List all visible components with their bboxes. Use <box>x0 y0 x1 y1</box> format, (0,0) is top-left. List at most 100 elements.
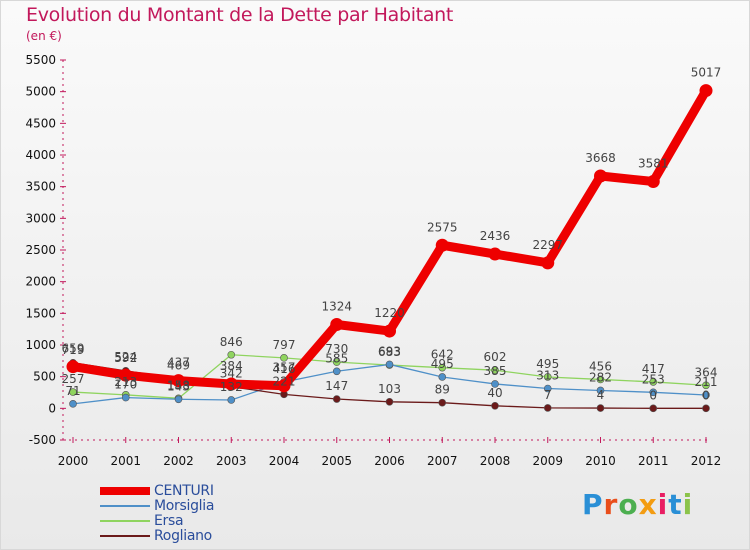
logo-letter: x <box>638 488 658 521</box>
legend-item-ersa: Ersa <box>100 513 214 529</box>
legend-swatch-ersa <box>100 520 150 522</box>
data-label-centuri: 3668 <box>585 151 616 165</box>
data-point-ersa <box>649 378 658 386</box>
data-point-rogliano <box>596 404 605 412</box>
data-label-ersa: 797 <box>273 338 296 352</box>
data-label-ersa: 730 <box>325 342 348 356</box>
data-point-ersa <box>69 388 77 396</box>
data-point-ersa <box>438 363 447 372</box>
data-point-morsiglia <box>69 400 77 408</box>
data-label-morsiglia: 693 <box>378 344 401 358</box>
data-label-ersa: 642 <box>431 348 454 362</box>
data-label-morsiglia: 211 <box>695 375 718 389</box>
y-tick-label: 1500 <box>25 306 56 320</box>
data-point-centuri <box>224 377 238 391</box>
x-tick-label: 2008 <box>480 454 511 468</box>
data-label-rogliano: 342 <box>220 367 243 381</box>
legend-item-centuri: CENTURI <box>100 483 214 499</box>
chart-subtitle: (en €) <box>26 29 62 43</box>
data-label-centuri: 357 <box>273 361 296 375</box>
data-label-ersa: 683 <box>378 345 401 359</box>
data-label-rogliano: 147 <box>325 379 348 393</box>
data-point-ersa <box>227 350 236 359</box>
data-label-rogliano: 89 <box>435 383 450 397</box>
data-point-centuri <box>541 256 555 270</box>
data-point-centuri <box>488 247 502 261</box>
legend-swatch-rogliano <box>100 535 150 537</box>
x-tick-label: 2005 <box>321 454 352 468</box>
x-tick-label: 2011 <box>638 454 669 468</box>
data-label-morsiglia: 71 <box>65 384 80 398</box>
y-tick-label: 2500 <box>25 243 56 257</box>
legend-swatch-morsiglia <box>100 505 150 507</box>
data-label-morsiglia: 253 <box>642 372 665 386</box>
data-point-centuri <box>330 317 344 331</box>
data-label-morsiglia: 132 <box>220 380 243 394</box>
data-point-morsiglia <box>438 373 447 381</box>
x-tick-label: 2012 <box>691 454 722 468</box>
proxiti-logo: Proxiti <box>582 488 693 521</box>
data-point-centuri <box>435 238 449 252</box>
x-tick-label: 2003 <box>216 454 247 468</box>
data-point-rogliano <box>385 398 394 406</box>
data-label-centuri: 2436 <box>480 229 511 243</box>
logo-letter: r <box>603 488 619 521</box>
y-tick-label: 4000 <box>25 148 56 162</box>
data-point-morsiglia <box>596 386 605 395</box>
logo-letter: o <box>618 488 639 521</box>
y-tick-label: 4500 <box>25 116 56 130</box>
y-tick-label: 500 <box>33 370 56 384</box>
data-point-centuri <box>594 169 607 183</box>
data-label-centuri: 3581 <box>638 157 669 171</box>
data-label-rogliano: 0 <box>649 388 657 402</box>
data-point-ersa <box>596 375 605 384</box>
data-point-centuri <box>699 84 713 98</box>
y-tick-label: 5000 <box>25 85 56 99</box>
data-label-rogliano: 40 <box>487 386 502 400</box>
data-point-morsiglia <box>121 393 130 402</box>
axes: -500050010001500200025003000350040004500… <box>25 53 721 468</box>
y-tick-label: 5500 <box>25 53 56 67</box>
data-label-morsiglia: 385 <box>484 364 507 378</box>
legend-item-rogliano: Rogliano <box>100 528 214 544</box>
data-label-morsiglia: 585 <box>325 351 348 365</box>
y-tick-label: 3500 <box>25 180 56 194</box>
x-tick-label: 2007 <box>427 454 458 468</box>
data-label-ersa: 158 <box>167 378 190 392</box>
x-tick-label: 2006 <box>374 454 405 468</box>
data-label-ersa: 257 <box>62 372 85 386</box>
data-label-rogliano: 221 <box>273 374 296 388</box>
data-label-centuri: 524 <box>114 350 137 364</box>
data-point-ersa <box>543 373 552 381</box>
x-tick-label: 2001 <box>110 454 141 468</box>
y-tick-label: 1000 <box>25 338 56 352</box>
data-label-ersa: 417 <box>642 362 665 376</box>
data-label-rogliano: 592 <box>114 351 137 365</box>
data-label-rogliano: 0 <box>702 388 710 402</box>
legend-item-morsiglia: Morsiglia <box>100 498 214 514</box>
data-point-centuri <box>646 175 660 189</box>
data-point-centuri <box>277 379 291 393</box>
data-point-rogliano <box>649 404 658 413</box>
data-label-centuri: 437 <box>167 356 190 370</box>
data-label-centuri: 1220 <box>374 306 405 320</box>
data-point-centuri <box>119 368 133 382</box>
data-label-morsiglia: 282 <box>589 370 612 384</box>
legend: CENTURI Morsiglia Ersa Rogliano <box>100 483 214 544</box>
data-label-rogliano: 4 <box>597 388 605 402</box>
data-point-morsiglia <box>332 367 341 376</box>
logo-letter: P <box>582 488 604 521</box>
data-point-rogliano <box>332 395 341 403</box>
y-tick-label: 2000 <box>25 275 56 289</box>
data-label-morsiglia: 170 <box>114 378 137 392</box>
data-point-rogliano <box>702 404 710 413</box>
data-point-rogliano <box>491 401 499 410</box>
data-point-ersa <box>332 358 341 366</box>
data-label-centuri: 2297 <box>532 238 563 252</box>
data-point-ersa <box>491 366 499 375</box>
y-tick-label: 0 <box>48 401 56 415</box>
data-label-rogliano: 7 <box>544 388 552 402</box>
legend-label-rogliano: Rogliano <box>154 528 212 544</box>
